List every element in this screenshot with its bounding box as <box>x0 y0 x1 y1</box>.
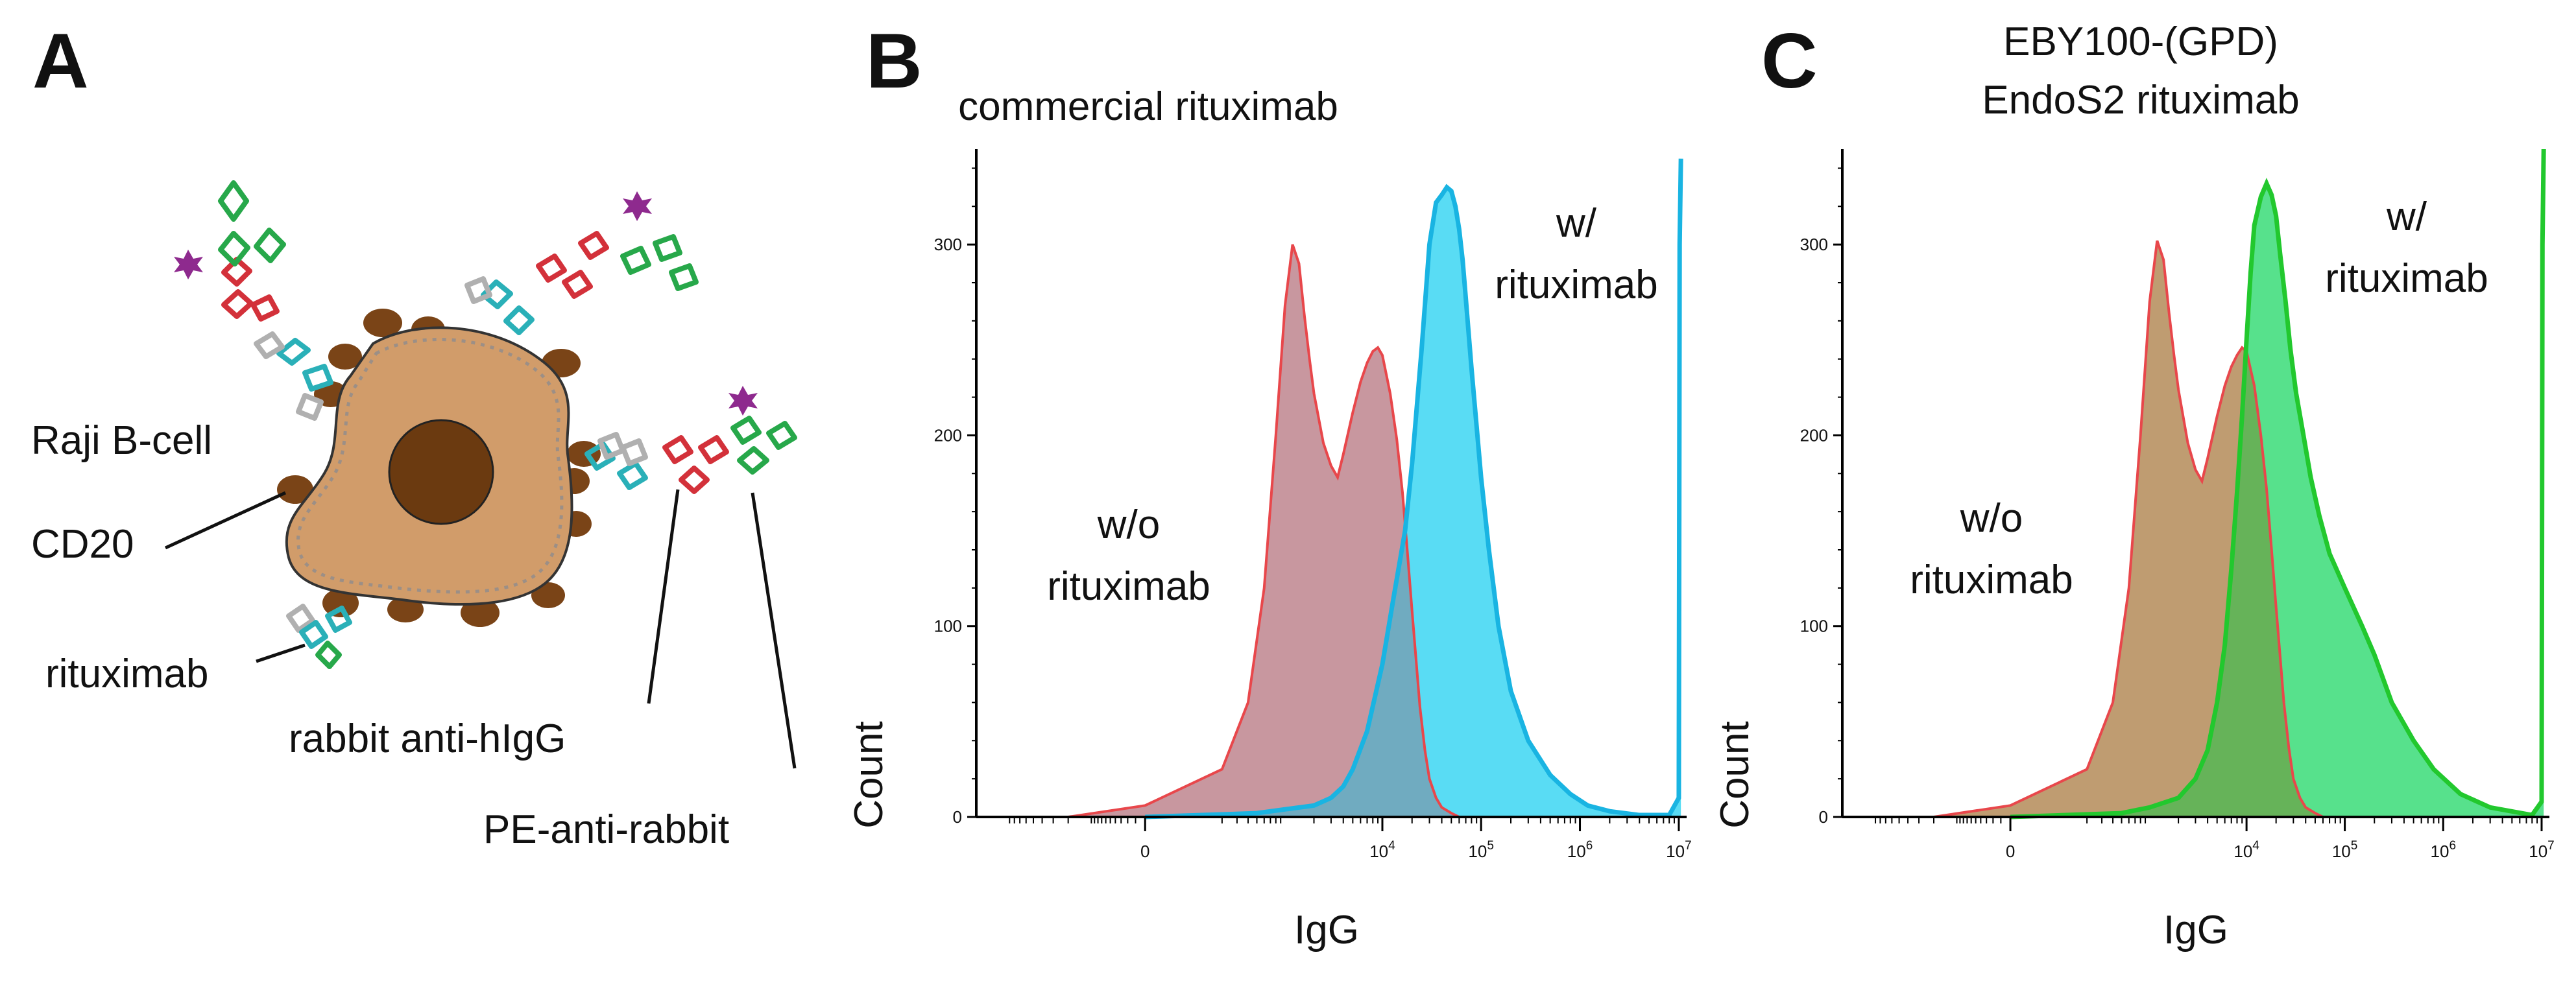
panel-b-xtick-label: 105 <box>1468 839 1494 861</box>
panel-c-plot: 0 100 200 300 0 104 105 106 107 <box>1800 148 2555 861</box>
nucleus <box>388 419 494 525</box>
pe-star-icon <box>623 191 652 221</box>
label-raji-b-cell: Raji B-cell <box>31 418 212 463</box>
panel-b: B commercial rituximab Count IgG 0 100 200… <box>847 18 1692 952</box>
label-rituximab: rituximab <box>45 652 209 696</box>
panel-c-series-label-wo-line2: rituximab <box>1910 558 2073 602</box>
cell-membrane <box>296 338 564 594</box>
antibody-complex-right <box>584 416 797 494</box>
panel-b-ylabel: Count <box>847 721 891 828</box>
panel-b-series-label-w-line2: rituximab <box>1495 263 1658 307</box>
panel-b-series-label-wo-line1: w/o <box>1097 502 1160 547</box>
panel-b-xlabel: IgG <box>1294 908 1359 952</box>
panel-b-xtick-label: 106 <box>1567 839 1593 861</box>
panel-a-letter: A <box>32 18 89 104</box>
antibody-rituximab-bottom <box>286 604 352 669</box>
panel-b-xtick-label: 0 <box>1140 842 1150 861</box>
panel-b-letter: B <box>866 18 922 104</box>
panel-b-overlap-tint <box>1068 244 1460 818</box>
label-rabbit-anti-higg: rabbit anti-hIgG <box>289 716 566 761</box>
panel-c-xlabel: IgG <box>2163 908 2228 952</box>
panel-c-title-line1: EBY100-(GPD) <box>2003 19 2278 64</box>
panel-c-xtick-label: 105 <box>2332 839 2358 861</box>
panel-c-letter: C <box>1761 18 1818 104</box>
panel-c-series-label-w-line2: rituximab <box>2325 256 2488 301</box>
panel-c-ylabel: Count <box>1713 721 1757 828</box>
antibody-complex-top-left <box>218 180 333 421</box>
panel-b-series-label-w-line1: w/ <box>1556 201 1597 246</box>
panel-c-series-1-line <box>2010 148 2546 820</box>
panel-b-plot: 0 100 200 300 0 104 105 106 107 <box>934 149 1692 861</box>
panel-c-ytick-label: 100 <box>1800 617 1828 636</box>
panel-b-title: commercial rituximab <box>958 84 1338 129</box>
panel-c: C EBY100-(GPD) EndoS2 rituximab Count Ig… <box>1713 18 2555 952</box>
panel-b-ytick-label: 300 <box>934 235 962 254</box>
panel-b-ytick-label: 200 <box>934 425 962 445</box>
panel-c-xtick-label: 106 <box>2431 839 2457 861</box>
antibody-complex-top-right <box>464 231 699 335</box>
pe-star-icon <box>174 250 203 279</box>
panel-b-xtick-label: 107 <box>1666 839 1692 861</box>
panel-c-xtick-label: 104 <box>2233 839 2259 861</box>
panel-a: A <box>31 18 797 852</box>
panel-b-xtick-label: 104 <box>1369 839 1395 861</box>
label-cd20: CD20 <box>31 522 134 567</box>
panel-c-ytick-label: 200 <box>1800 425 1828 445</box>
panel-b-series-1-line <box>1145 158 1683 820</box>
panel-c-ytick-label: 300 <box>1800 235 1828 254</box>
pe-star-icon <box>728 386 758 416</box>
panel-b-ytick-label: 0 <box>953 807 962 827</box>
panel-c-series-label-w-line1: w/ <box>2386 195 2427 239</box>
panel-c-xtick-label: 107 <box>2529 839 2555 861</box>
panel-c-series-label-wo-line1: w/o <box>1960 496 2023 541</box>
panel-c-title-line2: EndoS2 rituximab <box>1982 78 2299 123</box>
panel-b-ytick-label: 100 <box>934 617 962 636</box>
leader-lines <box>164 489 797 769</box>
panel-c-xtick-label: 0 <box>2006 842 2015 861</box>
panel-c-series-1-area <box>2010 149 2544 817</box>
label-pe-anti-rabbit: PE-anti-rabbit <box>483 807 729 852</box>
panel-b-series-1-area <box>1145 158 1681 817</box>
panel-b-series-0-area <box>1068 244 1460 818</box>
panel-c-series-0-line <box>1933 240 2324 818</box>
panel-b-series-label-wo-line2: rituximab <box>1047 564 1210 609</box>
panel-b-series-0-line <box>1068 244 1460 818</box>
panel-c-ytick-label: 0 <box>1819 807 1828 827</box>
